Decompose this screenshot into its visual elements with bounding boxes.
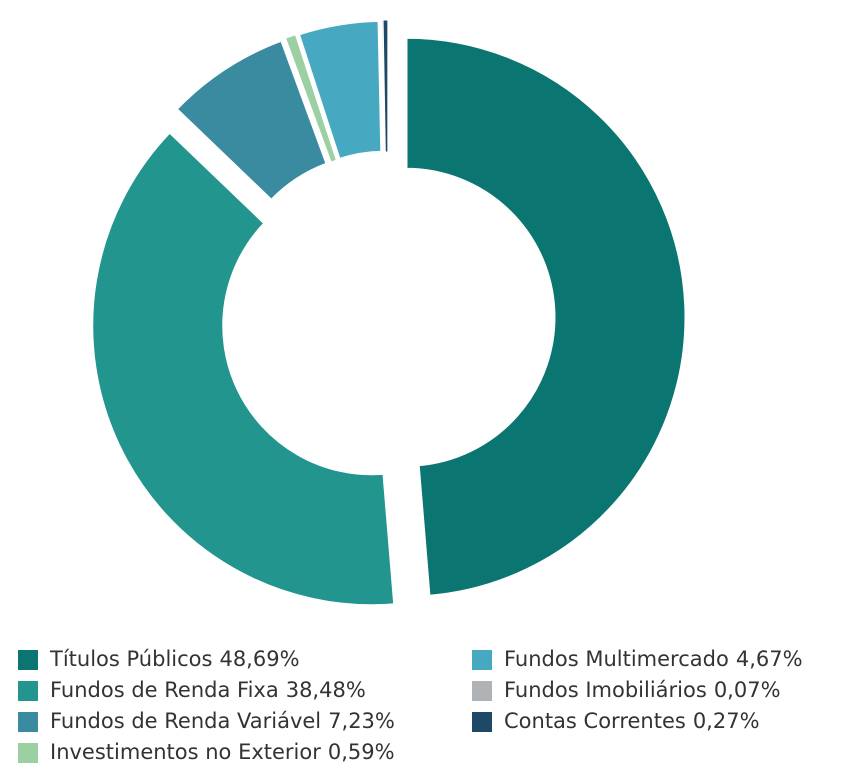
legend-value: 0,07% — [714, 678, 781, 702]
legend-label: Fundos de Renda Fixa 38,48% — [50, 678, 366, 702]
legend-value: 7,23% — [328, 709, 395, 733]
legend-swatch — [18, 712, 38, 732]
legend-value: 48,69% — [219, 647, 299, 671]
legend-name: Títulos Públicos — [49, 647, 212, 671]
slice — [173, 38, 330, 203]
legend-swatch — [472, 650, 492, 670]
legend-name: Investimentos no Exterior — [50, 740, 321, 764]
slice — [284, 34, 337, 163]
legend-value: 0,59% — [328, 740, 395, 764]
legend-label: Investimentos no Exterior 0,59% — [50, 740, 395, 764]
legend-label: Fundos de Renda Variável 7,23% — [50, 709, 395, 733]
legend-name: Fundos de Renda Fixa — [50, 678, 279, 702]
legend-swatch — [472, 681, 492, 701]
legend-label: Fundos Multimercado 4,67% — [504, 647, 803, 671]
slice — [296, 18, 384, 162]
legend-swatch — [472, 712, 492, 732]
slice — [382, 19, 389, 153]
slice — [90, 129, 397, 608]
legend-value: 4,67% — [736, 647, 803, 671]
slice — [404, 35, 688, 598]
legend-swatch — [18, 650, 38, 670]
legend-label: Fundos Imobiliários 0,07% — [504, 678, 781, 702]
legend-label: Títulos Públicos 48,69% — [49, 647, 300, 671]
legend-swatch — [18, 743, 38, 763]
legend-value: 0,27% — [693, 709, 760, 733]
legend-name: Fundos de Renda Variável — [50, 709, 321, 733]
legend-name: Fundos Multimercado — [504, 647, 729, 671]
legend-label: Contas Correntes 0,27% — [504, 709, 760, 733]
legend-swatch — [18, 681, 38, 701]
legend-name: Fundos Imobiliários — [504, 678, 707, 702]
legend-name: Contas Correntes — [504, 709, 686, 733]
legend-value: 38,48% — [286, 678, 366, 702]
